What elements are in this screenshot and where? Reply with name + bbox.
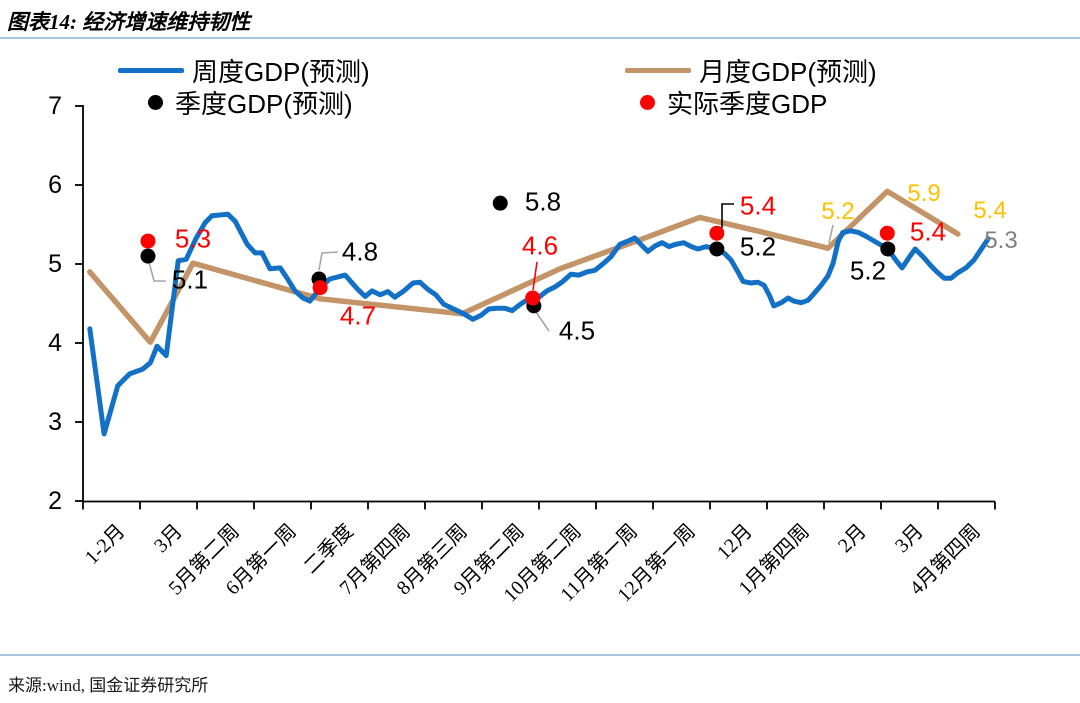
figure-title: 图表14: 经济增速维持韧性 (7, 10, 251, 34)
data-point-label: 5.3 (174, 223, 212, 254)
legend-item-monthly-gdp: 月度GDP(预测) (625, 55, 877, 87)
quarterly-forecast-gdp-dot (492, 195, 508, 211)
data-point-label: 5.2 (849, 255, 887, 286)
y-axis-tick-label: 4 (48, 329, 62, 357)
y-axis-tick-label: 3 (48, 408, 62, 436)
actual-quarterly-gdp-dot (879, 225, 895, 241)
actual-quarterly-gdp-dot (709, 225, 725, 241)
data-point-label: 5.9 (907, 180, 941, 207)
data-point-label: 4.8 (341, 236, 379, 267)
y-axis-tick-label: 6 (48, 171, 62, 199)
data-point-label: 5.4 (909, 216, 947, 247)
legend-item-weekly-gdp: 周度GDP(预测) (118, 55, 370, 87)
annotation-leader-line (721, 203, 734, 228)
annotation-leader-line (318, 251, 339, 271)
bottom-divider (0, 654, 1080, 656)
actual-quarterly-dot-swatch (640, 94, 655, 110)
legend-item-quarterly-forecast-gdp: 季度GDP(预测) (146, 87, 353, 119)
actual-quarterly-gdp-dot (312, 280, 328, 296)
legend-label-monthly: 月度GDP(预测) (699, 56, 877, 87)
annotation-leader-line (532, 261, 538, 291)
data-point-label: 5.2 (821, 198, 855, 225)
legend-item-actual-quarterly-gdp: 实际季度GDP (638, 87, 827, 119)
monthly-line-swatch (625, 67, 691, 73)
top-divider (0, 37, 1080, 39)
data-point-label: 5.1 (171, 264, 209, 295)
legend-label-quarterly-forecast: 季度GDP(预测) (175, 88, 353, 119)
quarterly-forecast-gdp-dot (880, 241, 896, 257)
source-note: 来源:wind, 国金证券研究所 (8, 676, 209, 695)
actual-quarterly-gdp-dot (525, 290, 541, 306)
quarterly-forecast-gdp-dot (140, 248, 156, 264)
data-point-label: 4.6 (521, 230, 559, 261)
y-axis-tick-label: 5 (48, 250, 62, 278)
legend-label-actual-quarterly: 实际季度GDP (667, 88, 828, 119)
data-point-label: 5.4 (739, 190, 777, 221)
weekly-line-swatch (118, 67, 184, 73)
annotation-leader-line (828, 224, 834, 244)
quarterly-forecast-dot-swatch (148, 94, 163, 110)
data-point-label: 4.7 (339, 300, 377, 331)
quarterly-forecast-gdp-dot (709, 241, 725, 257)
y-axis-tick-label: 7 (48, 92, 62, 120)
actual-quarterly-gdp-dot (140, 233, 156, 249)
annotation-leader-line (535, 311, 550, 332)
legend-label-weekly: 周度GDP(预测) (192, 56, 370, 87)
weekly-gdp-line (87, 211, 991, 437)
data-point-label: 4.5 (558, 315, 596, 346)
data-point-label: 5.4 (973, 197, 1007, 224)
annotation-leader-line (148, 261, 166, 282)
y-axis-tick-label: 2 (48, 487, 62, 515)
data-point-label: 5.8 (524, 186, 562, 217)
data-point-label: 5.2 (739, 231, 777, 262)
data-point-label: 5.3 (984, 227, 1018, 254)
